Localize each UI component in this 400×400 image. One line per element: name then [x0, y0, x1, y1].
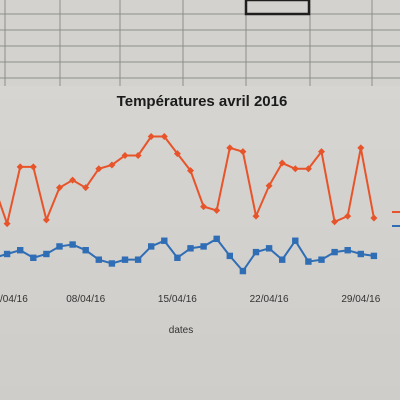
series-1-point-28	[344, 212, 352, 220]
series-1-point-17	[200, 203, 208, 211]
series-2-point-4	[30, 254, 37, 261]
series-1-point-5	[42, 216, 50, 224]
x-tick-label: 22/04/16	[250, 294, 289, 305]
series-2-point-23	[279, 256, 286, 263]
series-1-point-26	[318, 148, 325, 156]
series-1-point-11	[121, 151, 129, 159]
series-1-line	[0, 135, 375, 228]
series-1-point-27	[331, 218, 339, 226]
series-2-point-14	[161, 237, 168, 244]
series-1-point-24	[291, 165, 299, 173]
series-1-point-4	[29, 163, 37, 171]
series-1-point-7	[69, 176, 77, 184]
series-1-point-16	[187, 167, 194, 175]
series-1-point-9	[95, 165, 103, 173]
series-1-point-3	[16, 163, 24, 171]
x-tick-label: 29/04/16	[341, 294, 380, 305]
series-2-point-12	[134, 256, 142, 263]
series-2-line	[0, 237, 375, 273]
series-1-point-15	[173, 150, 181, 158]
selected-cell[interactable]	[244, 0, 311, 16]
series-2-point-16	[187, 245, 194, 252]
series-2-point-5	[43, 250, 50, 258]
series-2-point-29	[357, 250, 364, 258]
series-2-point-27	[331, 248, 338, 256]
series-2-point-10	[108, 260, 116, 267]
series-1-point-19	[226, 144, 234, 152]
series-2-point-21	[252, 248, 260, 256]
series-1-point-2	[3, 220, 11, 228]
series-1-point-12	[134, 151, 142, 159]
series-1-point-8	[82, 184, 90, 192]
series-2-point-26	[318, 256, 325, 263]
x-tick-label: 15/04/16	[158, 294, 197, 305]
series-1-point-14	[160, 133, 168, 141]
series-2-point-24	[292, 237, 299, 244]
series-2-point-17	[200, 243, 207, 250]
series-2-point-20	[239, 267, 247, 275]
series-2-point-18	[213, 235, 220, 243]
x-tick-label: 08/04/16	[66, 294, 105, 305]
spreadsheet-grid	[0, 0, 400, 90]
series-1-point-23	[278, 159, 286, 167]
series-1-point-29	[357, 144, 365, 152]
series-2-point-6	[56, 243, 63, 250]
series-2-point-28	[344, 247, 351, 254]
series-1-point-18	[213, 206, 221, 214]
series-2-point-9	[95, 256, 102, 263]
series-2-point-30	[370, 252, 378, 260]
chart-title: Températures avril 2016	[117, 93, 288, 110]
chart-area	[0, 86, 400, 400]
series-2-point-11	[121, 256, 129, 263]
series-1-point-30	[370, 214, 378, 222]
series-2-point-2	[3, 250, 11, 258]
series-1-point-21	[252, 212, 260, 220]
series-2-point-7	[69, 241, 76, 248]
series-1-point-22	[265, 182, 273, 190]
series-2-point-19	[226, 252, 233, 260]
series-1-point-20	[239, 148, 247, 156]
series-1-point-10	[108, 161, 116, 169]
series-2-point-3	[17, 247, 24, 254]
series-1-point-6	[56, 184, 63, 192]
series-2-point-25	[305, 258, 312, 265]
x-tick-label: /04/16	[0, 294, 28, 305]
x-axis-label: dates	[169, 325, 193, 336]
series-1-point-13	[147, 133, 155, 141]
series-1-point-25	[304, 165, 312, 173]
series-2-point-15	[174, 254, 181, 261]
series-2-point-22	[265, 245, 273, 252]
series-2-point-8	[82, 247, 89, 254]
series-2-point-13	[148, 243, 155, 250]
